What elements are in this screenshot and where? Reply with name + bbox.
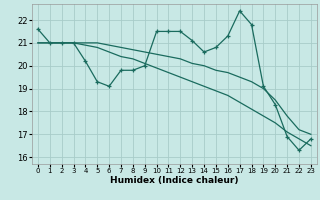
- X-axis label: Humidex (Indice chaleur): Humidex (Indice chaleur): [110, 176, 239, 185]
